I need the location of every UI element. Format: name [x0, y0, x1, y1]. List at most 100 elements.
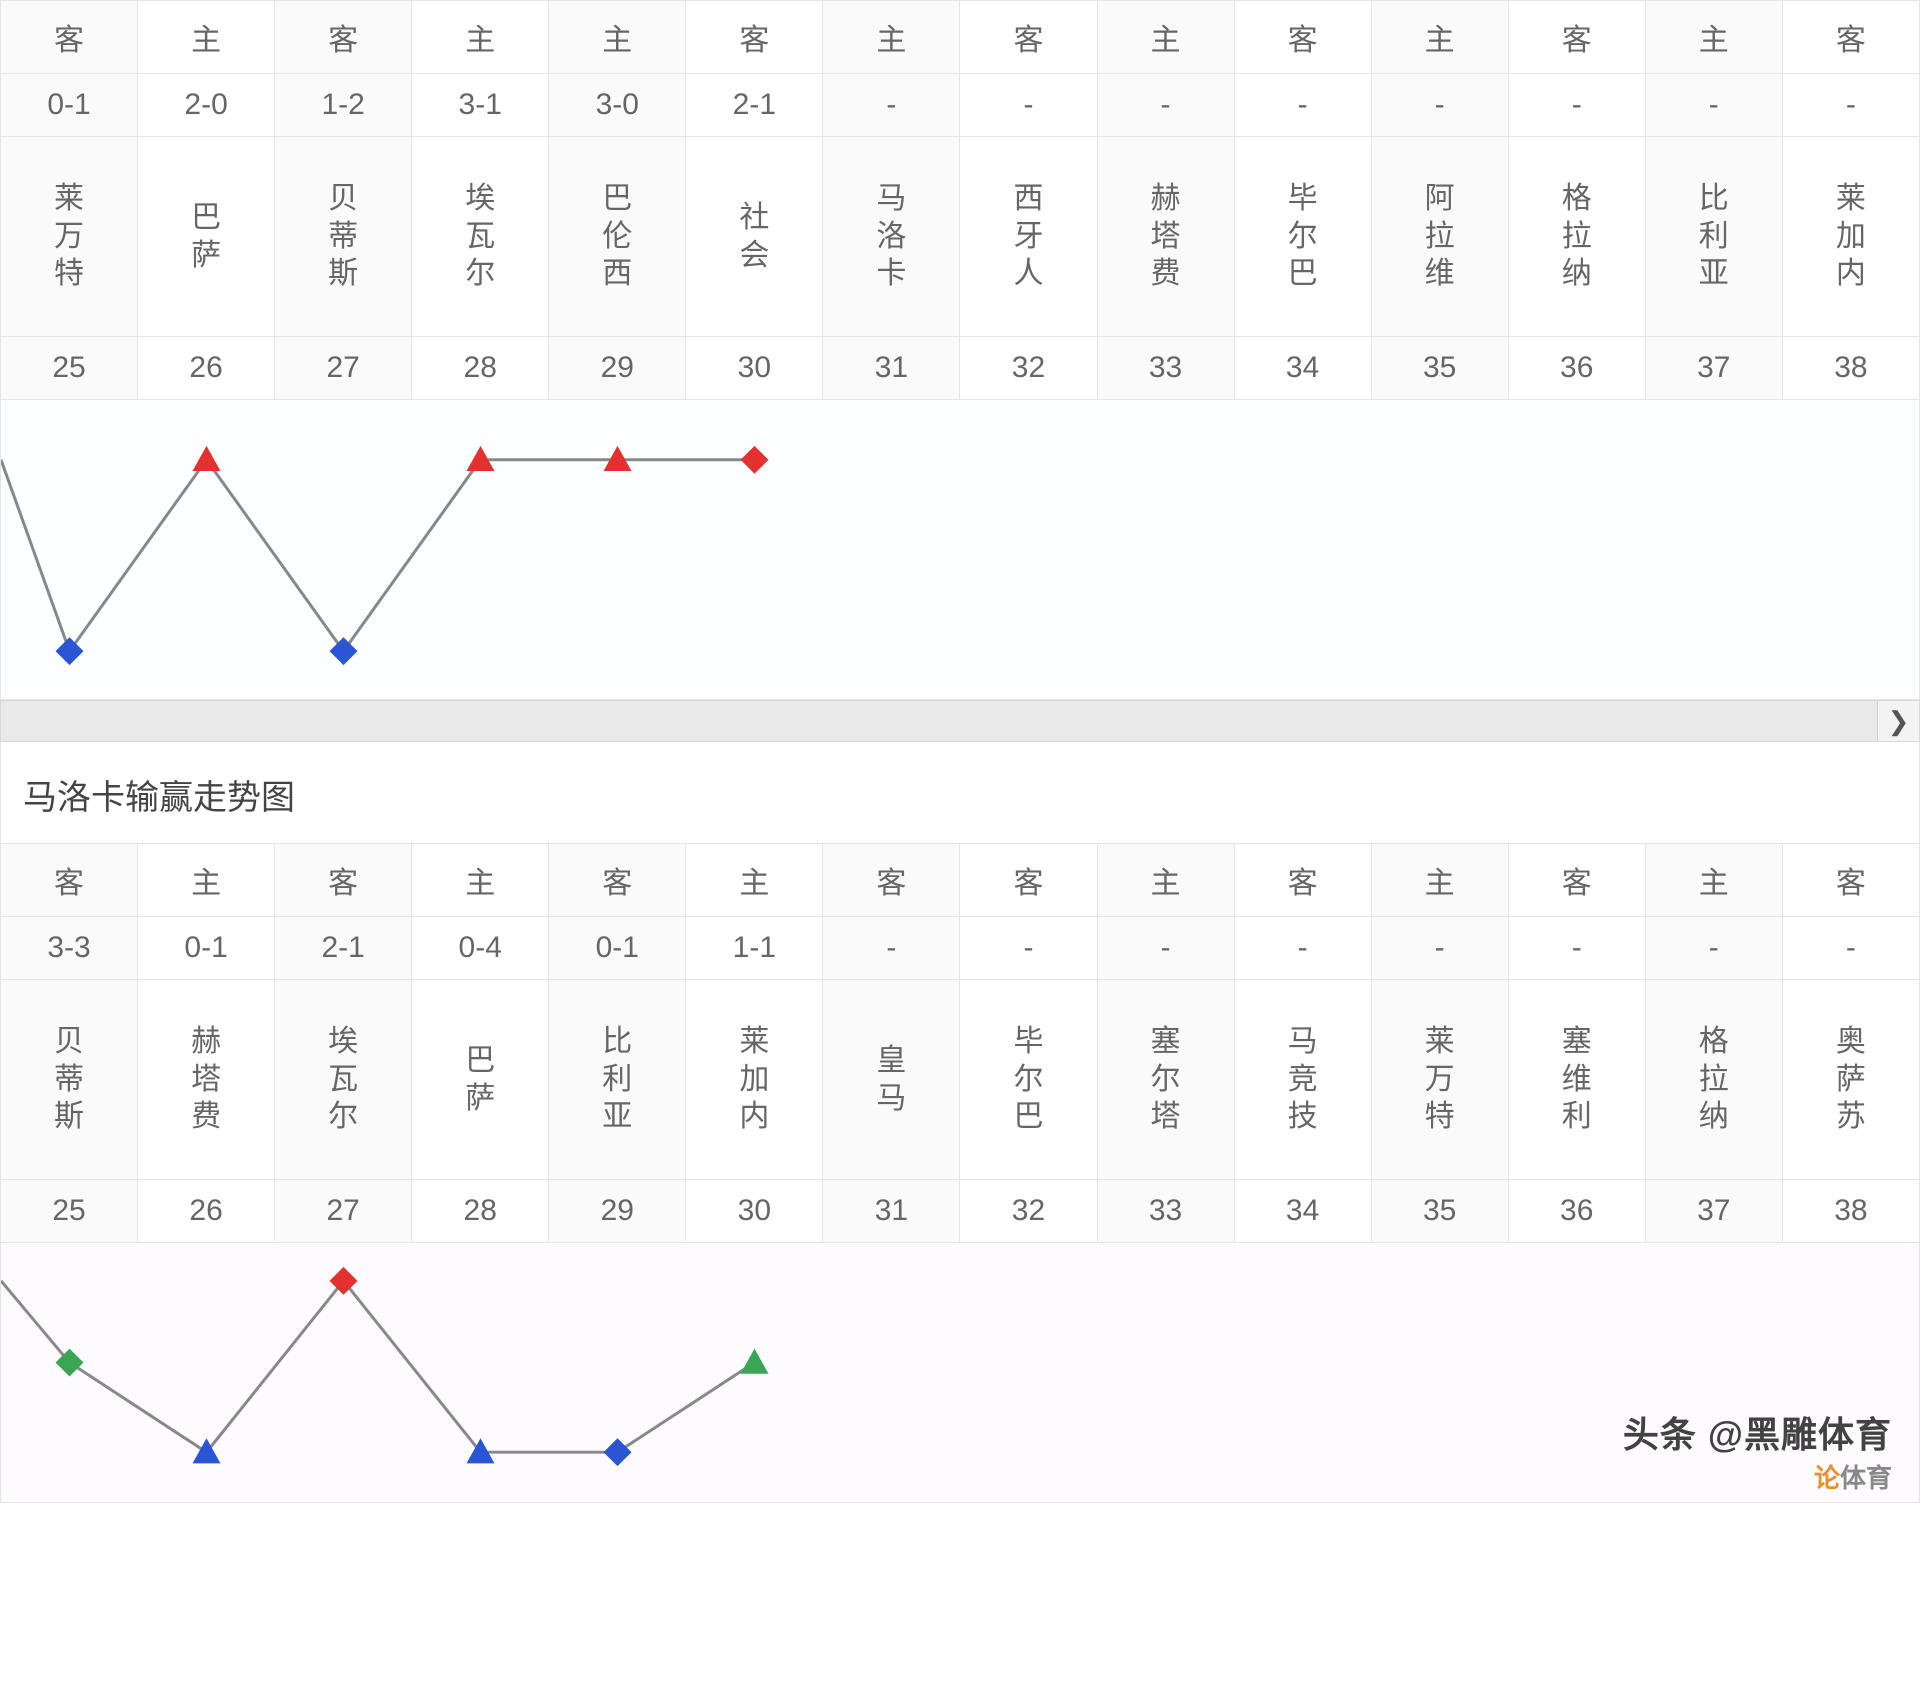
round-cell: 37: [1645, 337, 1782, 400]
home-away-cell: 客: [1782, 1, 1919, 74]
team-cell: 社会: [686, 137, 823, 337]
round-cell: 34: [1234, 1180, 1371, 1243]
home-away-cell: 主: [823, 1, 960, 74]
home-away-cell: 主: [1371, 844, 1508, 917]
score-cell: -: [960, 917, 1097, 980]
chart-marker: [330, 637, 358, 665]
chart-marker: [330, 1267, 358, 1295]
home-away-cell: 主: [1097, 844, 1234, 917]
team-cell: 巴萨: [138, 137, 275, 337]
round-cell: 34: [1234, 337, 1371, 400]
round-cell: 25: [1, 1180, 138, 1243]
score-cell: 3-0: [549, 74, 686, 137]
home-away-cell: 主: [1645, 844, 1782, 917]
round-cell: 37: [1645, 1180, 1782, 1243]
team-cell: 埃瓦尔: [412, 137, 549, 337]
home-away-cell: 客: [1234, 1, 1371, 74]
round-cell: 30: [686, 1180, 823, 1243]
round-cell: 32: [960, 1180, 1097, 1243]
fixture-table: 客主客主主客主客主客主客主客0-12-01-23-13-02-1--------…: [0, 0, 1920, 400]
score-cell: -: [1645, 74, 1782, 137]
round-cell: 31: [823, 1180, 960, 1243]
horizontal-scrollbar[interactable]: ❯: [0, 700, 1920, 742]
trend-chart: [0, 1243, 1920, 1503]
round-cell: 28: [412, 337, 549, 400]
home-away-cell: 主: [138, 844, 275, 917]
score-cell: 2-0: [138, 74, 275, 137]
score-cell: -: [1371, 74, 1508, 137]
chart-marker: [56, 637, 84, 665]
home-away-cell: 客: [1234, 844, 1371, 917]
round-cell: 26: [138, 1180, 275, 1243]
home-away-cell: 主: [549, 1, 686, 74]
team-cell: 格拉纳: [1508, 137, 1645, 337]
round-cell: 29: [549, 337, 686, 400]
round-cell: 28: [412, 1180, 549, 1243]
team-cell: 塞维利: [1508, 980, 1645, 1180]
home-away-cell: 主: [1371, 1, 1508, 74]
team-cell: 巴伦西: [549, 137, 686, 337]
team-cell: 阿拉维: [1371, 137, 1508, 337]
round-cell: 33: [1097, 1180, 1234, 1243]
score-cell: -: [1782, 917, 1919, 980]
score-cell: -: [1097, 917, 1234, 980]
home-away-cell: 主: [1097, 1, 1234, 74]
round-cell: 26: [138, 337, 275, 400]
round-cell: 36: [1508, 1180, 1645, 1243]
round-cell: 36: [1508, 337, 1645, 400]
team-cell: 奥萨苏: [1782, 980, 1919, 1180]
round-cell: 35: [1371, 1180, 1508, 1243]
home-away-cell: 主: [138, 1, 275, 74]
team-cell: 莱加内: [1782, 137, 1919, 337]
team-cell: 马洛卡: [823, 137, 960, 337]
home-away-cell: 客: [960, 844, 1097, 917]
score-cell: 0-4: [412, 917, 549, 980]
home-away-cell: 主: [1645, 1, 1782, 74]
team-cell: 贝蒂斯: [1, 980, 138, 1180]
score-cell: -: [1097, 74, 1234, 137]
round-cell: 30: [686, 337, 823, 400]
home-away-cell: 主: [412, 844, 549, 917]
score-cell: 0-1: [138, 917, 275, 980]
chart-marker: [741, 1349, 769, 1374]
team-cell: 埃瓦尔: [275, 980, 412, 1180]
score-cell: 2-1: [275, 917, 412, 980]
home-away-cell: 主: [412, 1, 549, 74]
round-cell: 38: [1782, 1180, 1919, 1243]
team-cell: 赫塔费: [138, 980, 275, 1180]
team-cell: 莱万特: [1371, 980, 1508, 1180]
trend-chart: [0, 400, 1920, 700]
score-cell: -: [1371, 917, 1508, 980]
home-away-cell: 客: [1, 1, 138, 74]
scroll-right-button[interactable]: ❯: [1877, 701, 1919, 741]
score-cell: -: [960, 74, 1097, 137]
chart-marker: [193, 446, 221, 471]
score-cell: 1-2: [275, 74, 412, 137]
team-cell: 马竞技: [1234, 980, 1371, 1180]
score-cell: -: [1645, 917, 1782, 980]
score-cell: -: [1234, 74, 1371, 137]
round-cell: 35: [1371, 337, 1508, 400]
score-cell: 0-1: [549, 917, 686, 980]
home-away-cell: 客: [1508, 844, 1645, 917]
round-cell: 33: [1097, 337, 1234, 400]
round-cell: 27: [275, 337, 412, 400]
team-cell: 毕尔巴: [1234, 137, 1371, 337]
score-cell: 3-1: [412, 74, 549, 137]
home-away-cell: 客: [275, 844, 412, 917]
team-cell: 贝蒂斯: [275, 137, 412, 337]
team-cell: 赫塔费: [1097, 137, 1234, 337]
chart-marker: [604, 1438, 632, 1466]
round-cell: 32: [960, 337, 1097, 400]
home-away-cell: 客: [549, 844, 686, 917]
round-cell: 38: [1782, 337, 1919, 400]
chart-marker: [741, 446, 769, 474]
team-cell: 巴萨: [412, 980, 549, 1180]
team-cell: 比利亚: [1645, 137, 1782, 337]
home-away-cell: 主: [686, 844, 823, 917]
score-cell: -: [1782, 74, 1919, 137]
team-cell: 比利亚: [549, 980, 686, 1180]
round-cell: 29: [549, 1180, 686, 1243]
score-cell: 1-1: [686, 917, 823, 980]
home-away-cell: 客: [823, 844, 960, 917]
